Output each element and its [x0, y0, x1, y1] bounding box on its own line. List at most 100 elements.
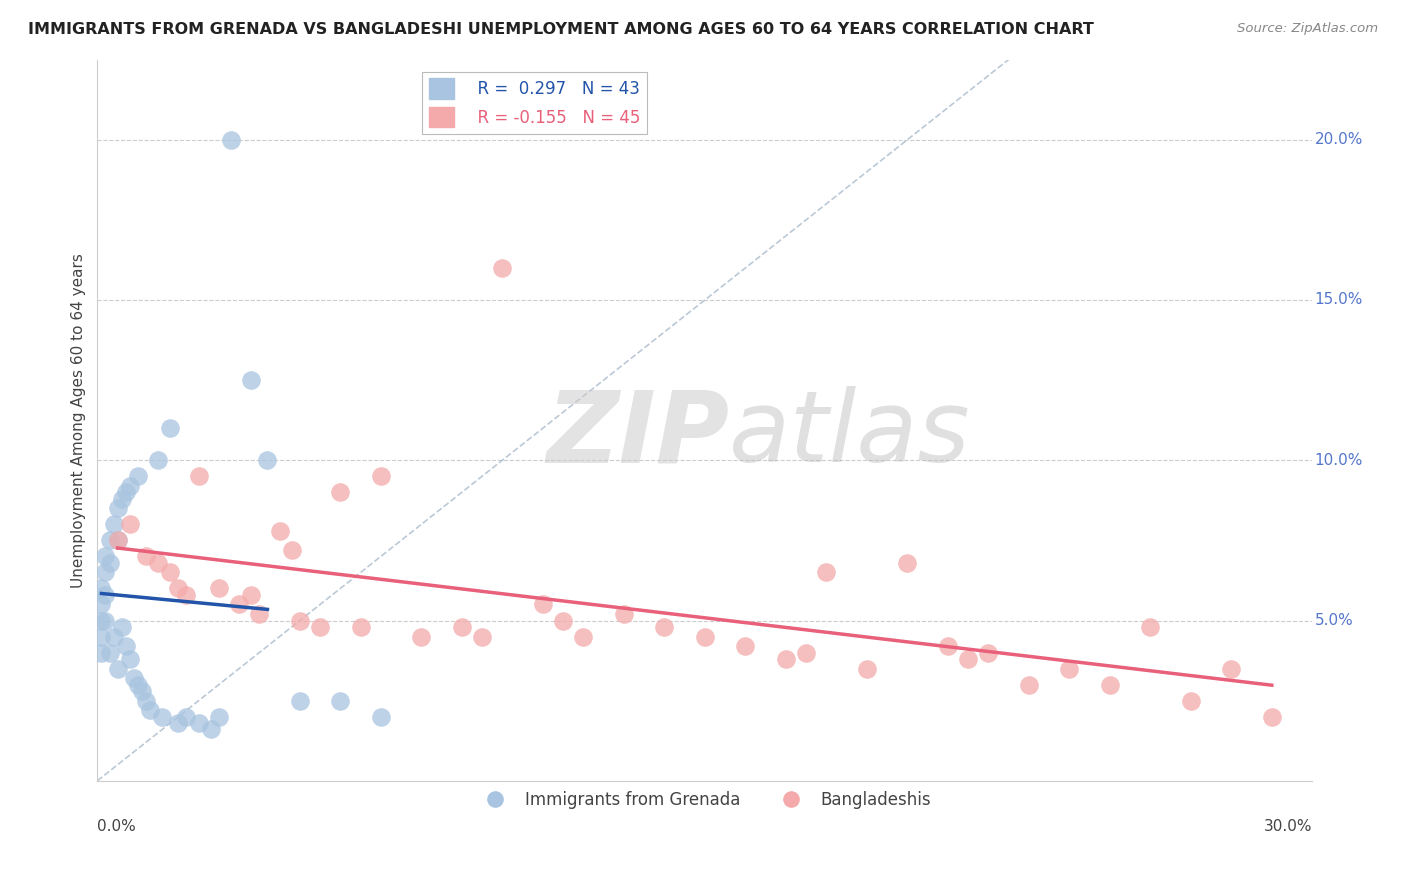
Point [135, 549, 157, 564]
Point [118, 652, 141, 666]
Point [896, 556, 918, 570]
Point [107, 533, 129, 548]
Point [1220, 662, 1243, 676]
Point [94, 614, 117, 628]
Point [288, 693, 311, 707]
Text: 10.0%: 10.0% [1315, 453, 1364, 467]
Point [936, 639, 959, 653]
Point [111, 491, 134, 506]
Point [139, 703, 162, 717]
Text: 5.0%: 5.0% [1315, 613, 1354, 628]
Point [856, 662, 879, 676]
Point [90, 582, 112, 596]
Point [159, 421, 181, 435]
Point [815, 566, 838, 580]
Point [176, 588, 198, 602]
Text: 20.0%: 20.0% [1315, 132, 1364, 147]
Point [370, 709, 392, 723]
Point [247, 607, 270, 621]
Point [208, 582, 231, 596]
Point [127, 469, 149, 483]
Point [146, 453, 169, 467]
Point [187, 716, 209, 731]
Point [572, 630, 595, 644]
Text: ZIP: ZIP [546, 386, 730, 483]
Point [329, 693, 352, 707]
Point [551, 614, 574, 628]
Point [256, 453, 278, 467]
Point [176, 709, 198, 723]
Point [150, 709, 173, 723]
Point [794, 646, 817, 660]
Point [167, 716, 190, 731]
Point [411, 630, 433, 644]
Text: IMMIGRANTS FROM GRENADA VS BANGLADESHI UNEMPLOYMENT AMONG AGES 60 TO 64 YEARS CO: IMMIGRANTS FROM GRENADA VS BANGLADESHI U… [28, 22, 1094, 37]
Point [122, 671, 145, 685]
Point [90, 598, 112, 612]
Point [269, 524, 291, 538]
Point [613, 607, 636, 621]
Point [200, 723, 222, 737]
Point [208, 709, 231, 723]
Point [281, 543, 304, 558]
Point [127, 678, 149, 692]
Text: 15.0%: 15.0% [1315, 293, 1364, 308]
Legend: Immigrants from Grenada, Bangladeshis: Immigrants from Grenada, Bangladeshis [472, 784, 938, 815]
Y-axis label: Unemployment Among Ages 60 to 64 years: Unemployment Among Ages 60 to 64 years [72, 252, 86, 588]
Point [1139, 620, 1161, 634]
Point [1180, 693, 1202, 707]
Point [219, 133, 242, 147]
Point [90, 646, 112, 660]
Point [94, 588, 117, 602]
Point [1261, 709, 1284, 723]
Point [450, 620, 472, 634]
Point [240, 373, 263, 387]
Text: atlas: atlas [730, 386, 970, 483]
Point [1059, 662, 1081, 676]
Point [957, 652, 980, 666]
Text: 30.0%: 30.0% [1264, 819, 1312, 834]
Text: 0.0%: 0.0% [97, 819, 136, 834]
Point [370, 469, 392, 483]
Point [107, 501, 129, 516]
Point [1098, 678, 1121, 692]
Point [693, 630, 716, 644]
Point [103, 517, 125, 532]
Point [531, 598, 554, 612]
Point [309, 620, 332, 634]
Point [654, 620, 676, 634]
Point [329, 485, 352, 500]
Point [775, 652, 797, 666]
Point [118, 517, 141, 532]
Point [90, 614, 112, 628]
Point [228, 598, 250, 612]
Point [98, 646, 121, 660]
Point [107, 533, 129, 548]
Point [94, 549, 117, 564]
Point [114, 639, 136, 653]
Point [98, 556, 121, 570]
Point [187, 469, 209, 483]
Text: Source: ZipAtlas.com: Source: ZipAtlas.com [1237, 22, 1378, 36]
Point [114, 485, 136, 500]
Point [471, 630, 494, 644]
Point [288, 614, 311, 628]
Point [146, 556, 169, 570]
Point [135, 693, 157, 707]
Point [349, 620, 371, 634]
Point [977, 646, 1000, 660]
Point [1018, 678, 1040, 692]
Point [98, 533, 121, 548]
Point [118, 479, 141, 493]
Point [131, 684, 153, 698]
Point [111, 620, 134, 634]
Point [159, 566, 181, 580]
Point [103, 630, 125, 644]
Point [107, 662, 129, 676]
Point [491, 260, 513, 275]
Point [734, 639, 756, 653]
Point [90, 630, 112, 644]
Point [240, 588, 263, 602]
Point [167, 582, 190, 596]
Point [94, 566, 117, 580]
